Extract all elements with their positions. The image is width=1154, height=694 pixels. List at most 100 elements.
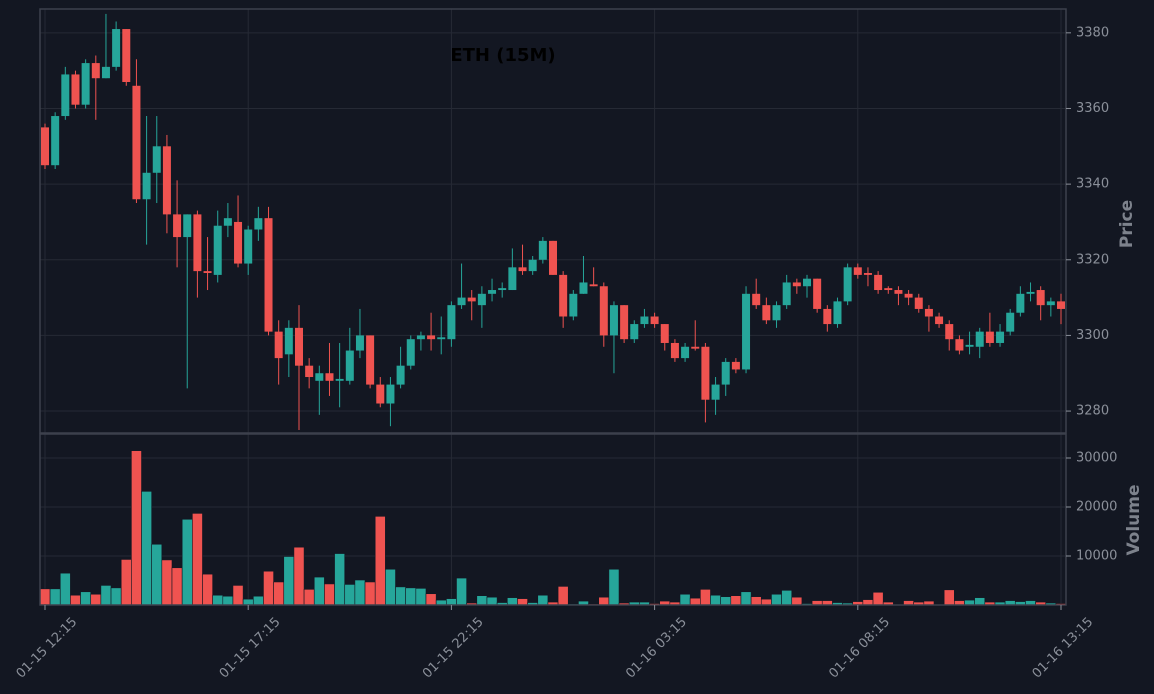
candle-body <box>894 290 903 294</box>
candle-body <box>742 293 751 370</box>
volume-bar <box>212 594 224 606</box>
candle-body <box>884 288 893 291</box>
candle-body <box>528 259 537 272</box>
volume-bar <box>59 572 71 606</box>
y-tick-label: 3320 <box>1076 252 1109 267</box>
candle-body <box>843 267 852 302</box>
volume-bar <box>598 596 610 606</box>
volume-bar <box>283 556 295 606</box>
candle-body <box>427 335 436 340</box>
candle-body <box>762 305 771 321</box>
candle-body <box>498 288 507 291</box>
candle-body <box>284 327 293 355</box>
candle-body <box>325 373 334 381</box>
candle-body <box>863 273 872 275</box>
candle-body <box>1006 312 1015 332</box>
volume-bar <box>303 589 315 606</box>
candle-body <box>457 297 466 306</box>
candle-body <box>874 274 883 291</box>
candle-body <box>122 29 131 82</box>
candle-body <box>234 221 243 264</box>
candle-body <box>599 286 608 336</box>
volume-bar <box>476 595 488 606</box>
candle-body <box>538 240 547 260</box>
candle-body <box>71 74 80 105</box>
candle-body <box>559 274 568 317</box>
volume-bar <box>506 597 518 606</box>
candle-body <box>996 331 1005 343</box>
candle-body <box>904 293 913 298</box>
candle-body <box>335 378 344 381</box>
candle-body <box>142 172 151 200</box>
price-axis-label: Price <box>1117 200 1137 248</box>
y-tick-label: 3380 <box>1076 25 1109 40</box>
candle-body <box>183 214 192 238</box>
y-tick-label: 3300 <box>1076 328 1109 343</box>
volume-bar <box>70 594 81 606</box>
candle-body <box>416 335 425 340</box>
volume-bar <box>90 593 102 606</box>
marks-layer <box>39 13 1067 606</box>
candle-body <box>91 63 100 79</box>
volume-bar <box>374 516 386 606</box>
candle-body <box>803 278 811 287</box>
candle-body <box>81 63 90 105</box>
candle-body <box>366 335 375 385</box>
candle-body <box>244 229 253 264</box>
candle-body <box>61 74 70 117</box>
y-tick-label: 3280 <box>1076 404 1109 419</box>
volume-bar <box>537 594 549 606</box>
volume-bar <box>131 450 142 606</box>
candle-body <box>630 324 639 340</box>
candle-body <box>1057 301 1065 309</box>
candle-body <box>691 346 700 349</box>
candle-body <box>406 339 415 366</box>
candle-body <box>396 365 405 385</box>
volume-bar <box>750 596 762 606</box>
candle-body <box>1036 290 1045 306</box>
volume-bar <box>263 570 274 606</box>
volume-bar <box>313 576 325 606</box>
volume-bar <box>974 597 986 606</box>
candle-body <box>853 267 862 275</box>
candle-body <box>101 66 110 79</box>
candle-body <box>640 316 649 325</box>
candle-body <box>152 146 161 173</box>
candle-body <box>1016 293 1025 313</box>
candle-body <box>579 282 588 294</box>
candle-body <box>752 293 761 306</box>
candle-body <box>701 346 710 400</box>
volume-bar <box>242 598 254 606</box>
candle-body <box>589 284 598 287</box>
volume-bar <box>161 559 173 606</box>
volume-bar <box>760 598 772 606</box>
candle-body <box>162 146 171 215</box>
volume-bar <box>222 595 234 606</box>
candle-body <box>985 331 994 343</box>
candle-body <box>193 214 202 272</box>
volume-bar <box>679 593 691 606</box>
volume-bar <box>110 587 122 606</box>
volume-bar <box>456 577 467 606</box>
candle-body <box>51 116 60 166</box>
candle-body <box>376 384 385 404</box>
volume-bar <box>608 568 620 606</box>
candle-body <box>437 337 446 340</box>
candle-body <box>386 384 395 404</box>
volume-bar <box>425 593 437 606</box>
candle-body <box>508 267 517 291</box>
volume-bar <box>354 579 366 606</box>
candle-body <box>650 316 659 325</box>
candle-body <box>305 365 314 378</box>
candle-body <box>488 290 497 294</box>
candle-body <box>569 293 578 317</box>
volume-bar <box>385 568 396 606</box>
volume-bar <box>781 590 793 606</box>
volume-bar <box>557 586 569 606</box>
volume-bar <box>943 589 955 606</box>
volume-bar <box>517 598 528 606</box>
y-tick-label: 20000 <box>1076 500 1117 515</box>
volume-bar <box>446 598 457 606</box>
candle-body <box>447 305 456 340</box>
